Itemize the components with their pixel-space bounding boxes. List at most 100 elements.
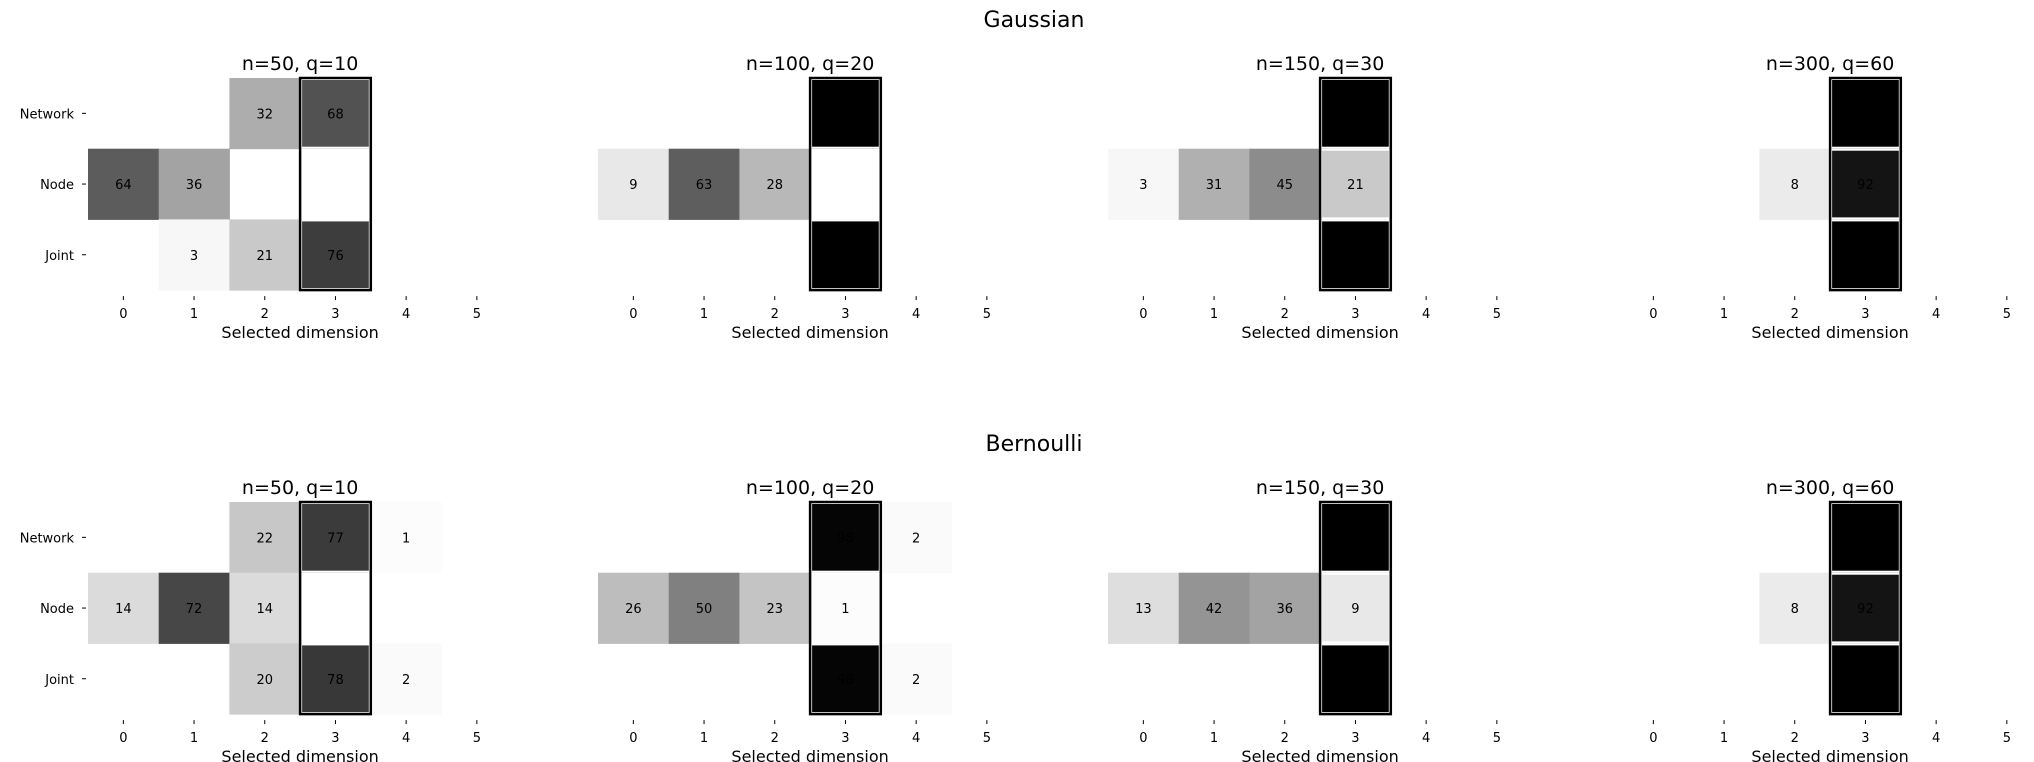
x-tick-label: 2	[1281, 731, 1289, 746]
cell-value: 8	[1791, 178, 1799, 193]
cell-value: 22	[256, 531, 273, 546]
y-tick-label: Joint	[44, 249, 74, 264]
x-axis-label: Selected dimension	[221, 747, 378, 762]
x-tick-label: 5	[2003, 307, 2011, 322]
x-tick-label: 0	[629, 307, 637, 322]
heatmap-cell	[1320, 572, 1392, 644]
panel-title: n=100, q=20	[746, 53, 874, 75]
heatmap-cell	[1320, 502, 1392, 574]
x-axis-label: Selected dimension	[731, 747, 888, 762]
x-tick-label: 4	[1932, 731, 1940, 746]
x-axis-label: Selected dimension	[1241, 747, 1398, 762]
x-tick-label: 2	[261, 307, 269, 322]
heatmap-cell	[1320, 219, 1392, 291]
cell-value: 76	[327, 249, 344, 264]
cell-value: 26	[625, 602, 642, 617]
heatmap-cell	[1178, 148, 1250, 220]
cell-value: 72	[186, 602, 203, 617]
x-tick-label: 3	[841, 307, 849, 322]
x-tick-label: 1	[1210, 307, 1218, 322]
heatmap-cell	[880, 502, 952, 574]
heatmap-cell	[1178, 572, 1250, 644]
heatmap-cell	[668, 148, 740, 220]
cell-value: 100	[1853, 531, 1878, 546]
x-tick-label: 0	[119, 307, 127, 322]
x-axis-label: Selected dimension	[1751, 323, 1908, 342]
highlight-column-border	[1828, 76, 1903, 292]
x-tick-label: 5	[983, 731, 991, 746]
heatmap-cell	[300, 219, 372, 291]
highlight-inner-border	[300, 572, 371, 644]
cell-value: 100	[1853, 107, 1878, 122]
heatmap-cell	[1830, 572, 1902, 644]
heatmap-cell	[1759, 572, 1831, 644]
x-tick-label: 1	[700, 307, 708, 322]
heatmap-cell	[1830, 148, 1902, 220]
cell-value: 100	[1343, 673, 1368, 688]
cell-value: 50	[696, 602, 713, 617]
x-axis-label: Selected dimension	[1241, 323, 1398, 342]
x-tick-label: 3	[841, 731, 849, 746]
heatmap-cell	[739, 572, 811, 644]
x-tick-label: 5	[983, 307, 991, 322]
heatmap-cell	[1830, 78, 1902, 150]
heatmap-cell	[810, 572, 882, 644]
cell-value: 2	[402, 673, 410, 688]
x-tick-label: 1	[700, 731, 708, 746]
heatmap-cell	[1320, 78, 1392, 150]
cell-value: 14	[256, 602, 273, 617]
heatmap-cell	[88, 148, 160, 220]
section-title: Bernoulli	[986, 432, 1083, 457]
heatmap-cell	[300, 643, 372, 715]
cell-value: 2	[912, 531, 920, 546]
cell-value: 9	[629, 178, 637, 193]
y-tick-label: Node	[40, 178, 74, 193]
heatmap-cell	[668, 572, 740, 644]
x-tick-label: 0	[119, 731, 127, 746]
x-tick-label: 5	[2003, 731, 2011, 746]
highlight-column-border	[1828, 500, 1903, 716]
heatmap-cell	[370, 643, 442, 715]
y-tick-label: Joint	[44, 673, 74, 688]
heatmap-cell	[300, 78, 372, 150]
x-tick-label: 0	[1139, 307, 1147, 322]
heatmap-cell	[810, 78, 882, 150]
heatmap-cell	[1108, 148, 1180, 220]
x-tick-label: 0	[629, 731, 637, 746]
cell-value: 68	[327, 107, 344, 122]
x-tick-label: 4	[1422, 731, 1430, 746]
cell-value: 32	[256, 107, 273, 122]
heatmap-cell	[1249, 572, 1321, 644]
heatmap-cell	[739, 148, 811, 220]
x-tick-label: 1	[1720, 731, 1728, 746]
cell-value: 8	[1791, 602, 1799, 617]
cell-value: 1	[402, 531, 410, 546]
heatmap-cell	[598, 148, 670, 220]
x-axis-label: Selected dimension	[1751, 747, 1908, 762]
highlight-inner-border	[810, 148, 881, 220]
heatmap-cell	[1320, 148, 1392, 220]
highlight-column-border	[298, 500, 373, 716]
x-tick-label: 1	[1720, 307, 1728, 322]
cell-value: 20	[256, 673, 273, 688]
cell-value: 2	[912, 673, 920, 688]
x-tick-label: 3	[1861, 307, 1869, 322]
x-tick-label: 4	[912, 731, 920, 746]
cell-value: 3	[1139, 178, 1147, 193]
x-tick-label: 4	[1932, 307, 1940, 322]
x-tick-label: 2	[1791, 307, 1799, 322]
heatmap-cell	[229, 572, 301, 644]
x-tick-label: 2	[771, 307, 779, 322]
cell-value: 23	[766, 602, 783, 617]
x-tick-label: 5	[473, 731, 481, 746]
x-tick-label: 2	[1791, 731, 1799, 746]
y-tick-label: Network	[20, 531, 75, 546]
cell-value: 100	[1343, 107, 1368, 122]
x-tick-label: 4	[402, 307, 410, 322]
highlight-column-border	[298, 76, 373, 292]
x-tick-label: 0	[1139, 731, 1147, 746]
cell-value: 42	[1206, 602, 1223, 617]
cell-value: 64	[115, 178, 132, 193]
cell-value: 98	[837, 673, 854, 688]
